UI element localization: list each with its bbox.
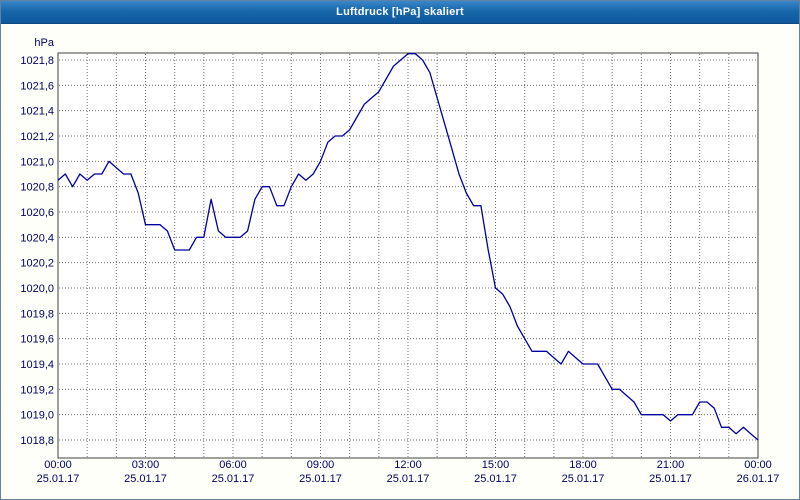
- window-titlebar[interactable]: Luftdruck [hPa] skaliert: [1, 1, 799, 24]
- svg-text:15:00: 15:00: [482, 459, 510, 471]
- svg-text:1019,8: 1019,8: [20, 308, 54, 320]
- svg-text:25.01.17: 25.01.17: [474, 473, 517, 485]
- svg-text:1020,8: 1020,8: [20, 182, 54, 194]
- svg-text:1020,6: 1020,6: [20, 207, 54, 219]
- svg-text:1021,0: 1021,0: [20, 156, 54, 168]
- svg-text:06:00: 06:00: [219, 459, 247, 471]
- svg-text:12:00: 12:00: [394, 459, 422, 471]
- svg-text:09:00: 09:00: [307, 459, 335, 471]
- svg-text:25.01.17: 25.01.17: [649, 473, 692, 485]
- svg-text:hPa: hPa: [34, 37, 54, 49]
- chart-panel: hPa 1021,8 1021,6 1021,4 1021,2 1021,0 1020,8 1…: [1, 24, 799, 499]
- svg-text:1021,6: 1021,6: [20, 80, 54, 92]
- pressure-chart-svg: hPa 1021,8 1021,6 1021,4 1021,2 1021,0 1020,8 1…: [20, 37, 780, 485]
- svg-text:18:00: 18:00: [569, 459, 597, 471]
- svg-text:1019,2: 1019,2: [20, 384, 54, 396]
- window-title: Luftdruck [hPa] skaliert: [336, 6, 464, 18]
- svg-text:1021,2: 1021,2: [20, 131, 54, 143]
- svg-text:25.01.17: 25.01.17: [562, 473, 605, 485]
- svg-text:1019,4: 1019,4: [20, 359, 54, 371]
- svg-text:1020,2: 1020,2: [20, 258, 54, 270]
- svg-text:1020,0: 1020,0: [20, 283, 54, 295]
- svg-text:25.01.17: 25.01.17: [124, 473, 167, 485]
- svg-text:1018,8: 1018,8: [20, 435, 54, 447]
- svg-text:25.01.17: 25.01.17: [37, 473, 80, 485]
- svg-text:21:00: 21:00: [657, 459, 685, 471]
- svg-text:03:00: 03:00: [132, 459, 160, 471]
- svg-text:1019,0: 1019,0: [20, 410, 54, 422]
- svg-text:1021,4: 1021,4: [20, 106, 54, 118]
- svg-text:25.01.17: 25.01.17: [387, 473, 430, 485]
- svg-text:00:00: 00:00: [44, 459, 72, 471]
- svg-text:00:00: 00:00: [744, 459, 772, 471]
- svg-text:25.01.17: 25.01.17: [212, 473, 255, 485]
- svg-text:1021,8: 1021,8: [20, 55, 54, 67]
- svg-text:1020,4: 1020,4: [20, 232, 54, 244]
- svg-text:25.01.17: 25.01.17: [299, 473, 342, 485]
- svg-text:26.01.17: 26.01.17: [737, 473, 780, 485]
- svg-text:1019,6: 1019,6: [20, 334, 54, 346]
